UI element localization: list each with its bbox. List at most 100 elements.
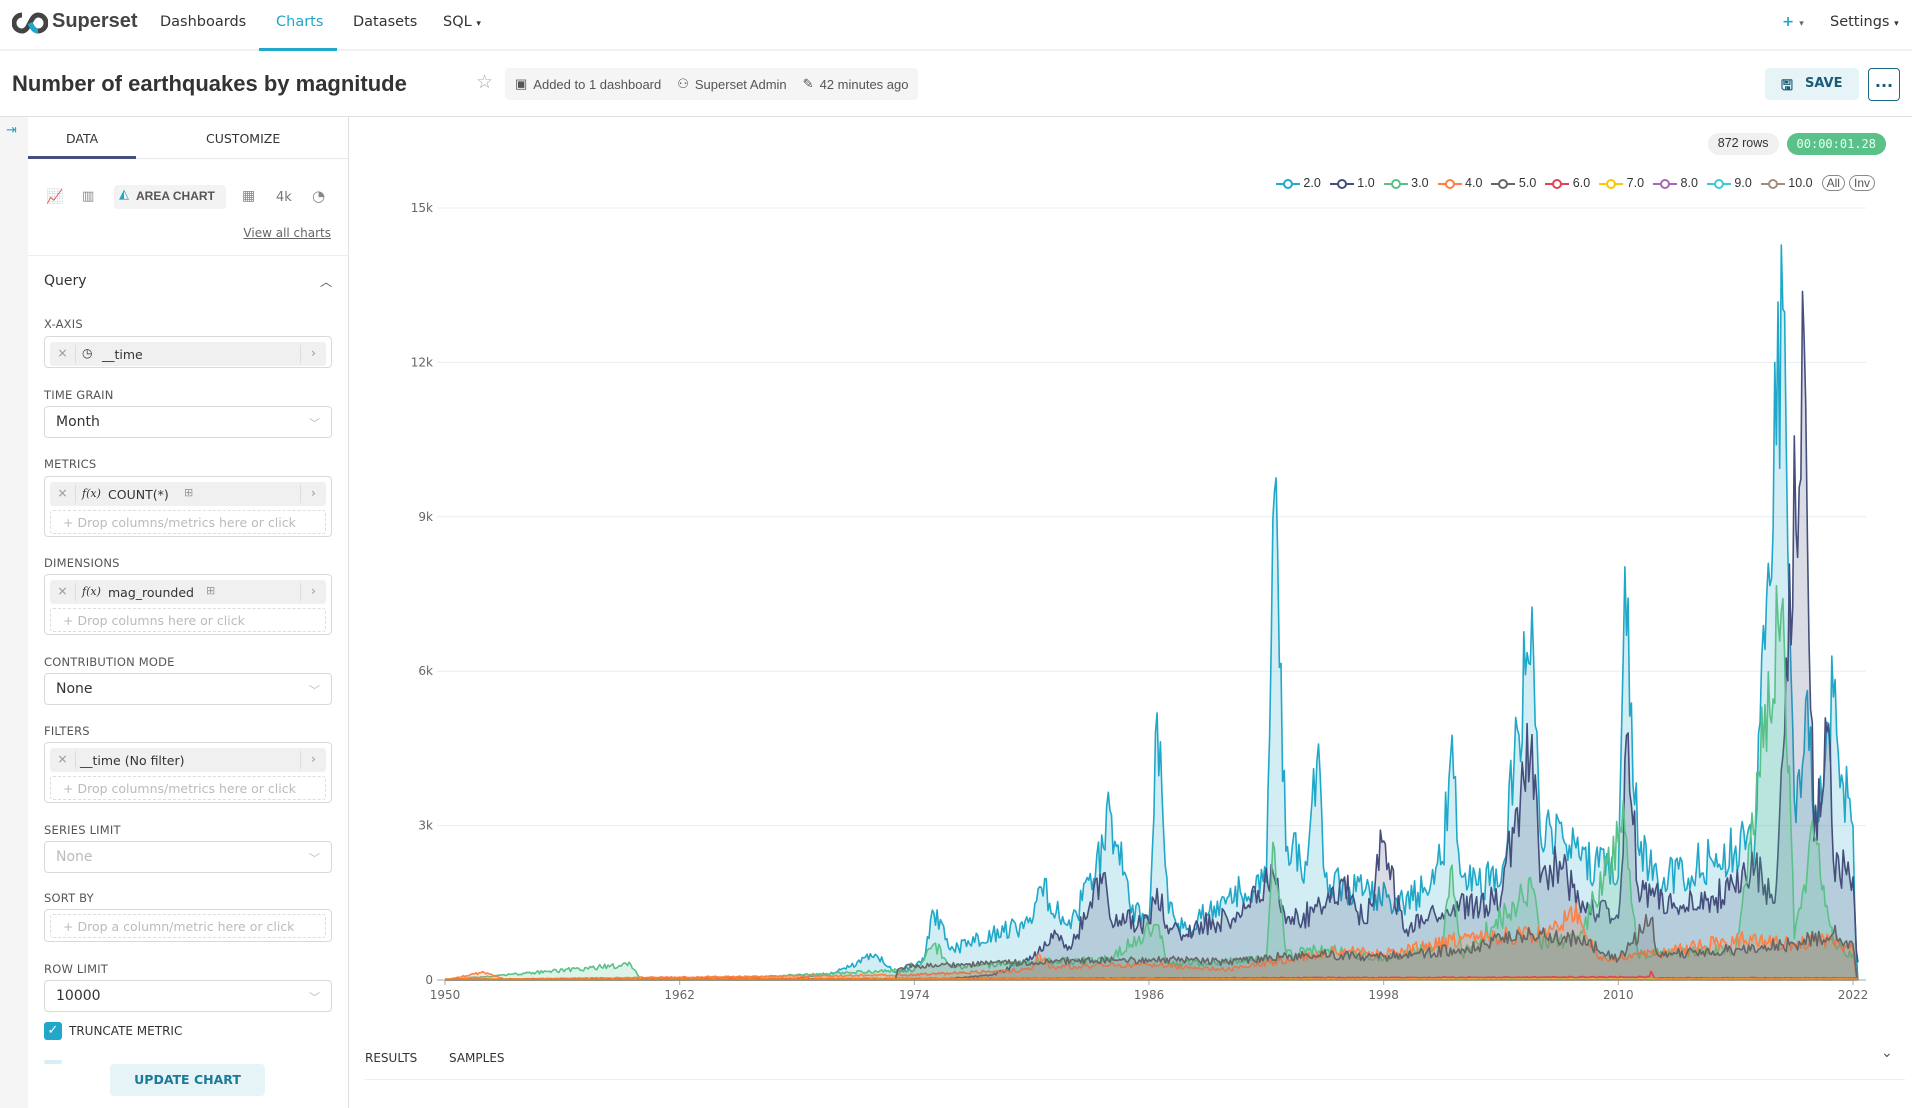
x-tick-label: 2022 bbox=[1838, 988, 1869, 1002]
nav-sql[interactable]: SQL ▾ bbox=[443, 14, 481, 30]
pie-chart-icon[interactable]: ◔ bbox=[312, 187, 326, 205]
remove-x-icon[interactable]: × bbox=[50, 583, 76, 601]
chevron-right-icon[interactable]: › bbox=[300, 485, 326, 503]
legend-all-button[interactable]: All bbox=[1821, 175, 1845, 191]
y-tick-label: 3k bbox=[418, 819, 433, 833]
big-number-viz[interactable]: 4k bbox=[276, 190, 292, 205]
area-chart: 0 3k 6k 9k 12k 15k 1950 1962 1974 1986 1998 2010 202… bbox=[411, 201, 1869, 1002]
x-axis-control[interactable]: × ◷ __time › bbox=[44, 336, 332, 368]
y-tick-label: 12k bbox=[411, 355, 433, 369]
dimensions-dropzone[interactable]: + Drop columns here or click bbox=[50, 608, 326, 632]
tab-samples[interactable]: SAMPLES bbox=[449, 1051, 505, 1065]
table-icon[interactable]: ▦ bbox=[242, 188, 256, 204]
legend-marker-icon bbox=[1706, 178, 1731, 189]
legend-item-5.0[interactable]: 5.0 bbox=[1491, 176, 1536, 190]
collapse-chevron-up-icon[interactable]: ︿ bbox=[320, 275, 333, 289]
tab-data[interactable]: DATA bbox=[66, 131, 99, 146]
chevron-right-icon[interactable]: › bbox=[300, 345, 326, 363]
contribution-mode-value: None bbox=[56, 681, 93, 697]
remove-x-icon[interactable]: × bbox=[50, 751, 76, 769]
legend-item-10.0[interactable]: 10.0 bbox=[1760, 176, 1813, 190]
legend-item-6.0[interactable]: 6.0 bbox=[1545, 176, 1590, 190]
filter-value: __time (No filter) bbox=[80, 753, 185, 768]
save-floppy-icon: 🖫 bbox=[1781, 78, 1793, 94]
legend-item-1.0[interactable]: 1.0 bbox=[1329, 176, 1375, 190]
divider bbox=[365, 1079, 1905, 1080]
truncate-metric-checkbox[interactable]: ✓ bbox=[44, 1022, 62, 1040]
chevron-down-icon[interactable]: ⌄ bbox=[1881, 1045, 1893, 1061]
added-to-dashboard[interactable]: Added to 1 dashboard bbox=[533, 76, 662, 92]
query-timer-badge: 00:00:01.28 bbox=[1786, 133, 1886, 155]
legend-item-7.0[interactable]: 7.0 bbox=[1599, 176, 1644, 190]
legend-item-9.0[interactable]: 9.0 bbox=[1706, 176, 1752, 190]
filter-pill[interactable]: × __time (No filter) › bbox=[50, 748, 326, 772]
x-tick-label: 1998 bbox=[1368, 988, 1399, 1002]
function-icon: f(x) bbox=[82, 487, 101, 500]
favorite-star-icon[interactable]: ☆ bbox=[476, 71, 494, 93]
series-line-4.0 bbox=[444, 902, 1859, 981]
filters-dropzone[interactable]: + Drop columns/metrics here or click bbox=[50, 776, 326, 800]
viz-type-area-chart[interactable]: ◭ AREA CHART bbox=[114, 185, 226, 209]
metrics-control[interactable]: × f(x) COUNT(*) ⊞ › + Drop columns/metri… bbox=[44, 476, 332, 537]
legend-marker-icon bbox=[1437, 178, 1462, 189]
legend-marker-icon bbox=[1491, 178, 1516, 189]
collapse-strip: ⇥ bbox=[0, 117, 28, 1108]
save-button[interactable]: 🖫 SAVE bbox=[1765, 68, 1859, 100]
y-tick-label: 6k bbox=[418, 664, 433, 678]
dimension-pill[interactable]: × f(x) mag_rounded ⊞ › bbox=[50, 580, 326, 604]
settings-menu[interactable]: Settings ▾ bbox=[1830, 14, 1899, 30]
series-limit-placeholder: None bbox=[56, 849, 93, 865]
nav-dashboards[interactable]: Dashboards bbox=[160, 14, 247, 30]
legend-label: 6.0 bbox=[1572, 176, 1591, 190]
add-new-menu[interactable]: + ▾ bbox=[1782, 14, 1804, 30]
sort-by-control[interactable]: + Drop a column/metric here or click bbox=[44, 909, 332, 942]
dropzone-text: Drop a column/metric here or click bbox=[77, 919, 295, 934]
line-chart-icon[interactable]: 📈 bbox=[46, 189, 64, 205]
chevron-right-icon[interactable]: › bbox=[300, 583, 326, 601]
expand-panel-icon[interactable]: ⇥ bbox=[6, 123, 17, 138]
series-limit-label: SERIES LIMIT bbox=[44, 823, 121, 837]
tab-customize[interactable]: CUSTOMIZE bbox=[206, 131, 281, 146]
dimension-value: mag_rounded bbox=[108, 585, 194, 600]
more-options-button[interactable]: ... bbox=[1868, 68, 1900, 101]
brand-name[interactable]: Superset bbox=[52, 10, 138, 32]
bar-chart-icon[interactable]: ▥ bbox=[82, 189, 95, 204]
legend-item-8.0[interactable]: 8.0 bbox=[1653, 176, 1698, 190]
legend-label: 9.0 bbox=[1734, 176, 1752, 190]
nav-datasets[interactable]: Datasets bbox=[353, 14, 418, 30]
legend-item-3.0[interactable]: 3.0 bbox=[1383, 176, 1429, 190]
nav-charts[interactable]: Charts bbox=[276, 14, 324, 30]
legend-label: 2.0 bbox=[1303, 176, 1321, 190]
update-chart-button[interactable]: UPDATE CHART bbox=[110, 1064, 265, 1096]
x-axis-pill[interactable]: × ◷ __time › bbox=[50, 342, 326, 366]
chevron-right-icon[interactable]: › bbox=[300, 751, 326, 769]
edit-pencil-icon: ✎ bbox=[802, 76, 814, 91]
metrics-dropzone[interactable]: + Drop columns/metrics here or click bbox=[50, 510, 326, 534]
view-all-charts-link[interactable]: View all charts bbox=[243, 226, 331, 240]
area-fill-5.0 bbox=[445, 914, 1858, 980]
metrics-label: METRICS bbox=[44, 457, 97, 471]
y-tick-label: 9k bbox=[418, 510, 433, 524]
filters-control[interactable]: × __time (No filter) › + Drop columns/me… bbox=[44, 742, 332, 803]
remove-x-icon[interactable]: × bbox=[50, 485, 76, 503]
remove-x-icon[interactable]: × bbox=[50, 345, 76, 363]
legend-inv-button[interactable]: Inv bbox=[1848, 175, 1875, 191]
chart-title[interactable]: Number of earthquakes by magnitude bbox=[12, 71, 407, 96]
row-limit-select[interactable]: 10000 ﹀ bbox=[44, 980, 332, 1012]
sort-by-dropzone[interactable]: + Drop a column/metric here or click bbox=[50, 914, 326, 938]
metric-pill[interactable]: × f(x) COUNT(*) ⊞ › bbox=[50, 482, 326, 506]
query-section-title[interactable]: Query bbox=[44, 273, 87, 289]
contribution-mode-select[interactable]: None ﹀ bbox=[44, 673, 332, 705]
legend-item-4.0[interactable]: 4.0 bbox=[1437, 176, 1482, 190]
series-limit-select[interactable]: None ﹀ bbox=[44, 841, 332, 873]
active-tab-indicator bbox=[28, 156, 136, 159]
dimensions-control[interactable]: × f(x) mag_rounded ⊞ › + Drop columns he… bbox=[44, 574, 332, 635]
legend-item-2.0[interactable]: 2.0 bbox=[1275, 176, 1321, 190]
settings-label: Settings bbox=[1830, 14, 1890, 30]
dropzone-text: Drop columns here or click bbox=[77, 613, 245, 628]
filters-label: FILTERS bbox=[44, 724, 90, 738]
divider bbox=[28, 255, 349, 256]
superset-logo-icon[interactable] bbox=[12, 12, 48, 34]
time-grain-select[interactable]: Month ﹀ bbox=[44, 406, 332, 438]
tab-results[interactable]: RESULTS bbox=[365, 1051, 418, 1065]
